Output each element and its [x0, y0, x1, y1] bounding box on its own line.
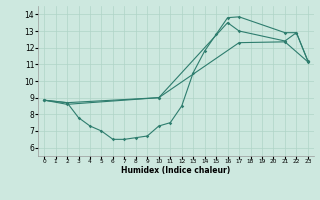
X-axis label: Humidex (Indice chaleur): Humidex (Indice chaleur)	[121, 166, 231, 175]
